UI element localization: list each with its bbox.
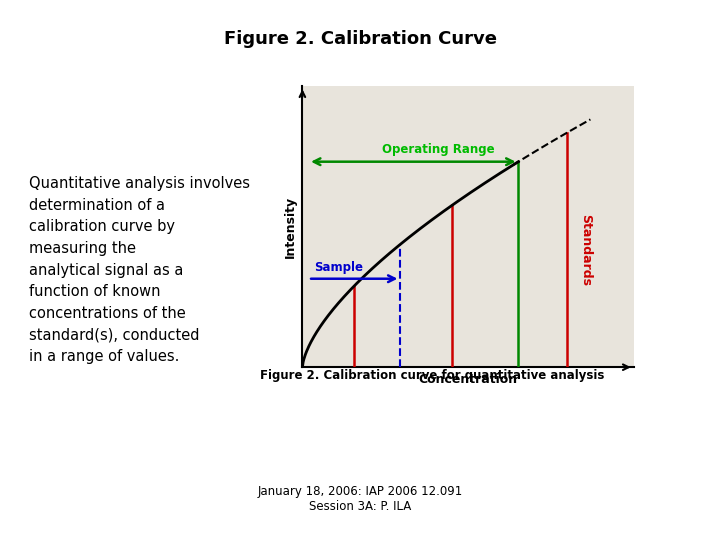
Text: Operating Range: Operating Range xyxy=(382,143,495,156)
Text: Standards: Standards xyxy=(579,214,592,286)
Text: January 18, 2006: IAP 2006 12.091
Session 3A: P. ILA: January 18, 2006: IAP 2006 12.091 Sessio… xyxy=(257,485,463,514)
Y-axis label: Intensity: Intensity xyxy=(284,195,297,258)
X-axis label: Concentration: Concentration xyxy=(418,373,518,386)
Text: Figure 2. Calibration Curve: Figure 2. Calibration Curve xyxy=(223,30,497,48)
Text: Quantitative analysis involves
determination of a
calibration curve by
measuring: Quantitative analysis involves determina… xyxy=(29,176,250,364)
Text: Sample: Sample xyxy=(314,261,363,274)
Text: Figure 2. Calibration curve for quantitative analysis: Figure 2. Calibration curve for quantita… xyxy=(260,369,604,382)
